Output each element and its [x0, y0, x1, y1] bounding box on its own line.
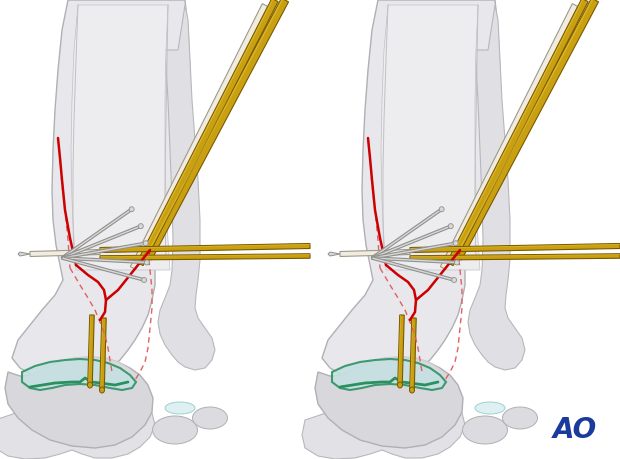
- Polygon shape: [410, 254, 620, 257]
- Ellipse shape: [397, 382, 402, 388]
- Text: AO: AO: [553, 416, 597, 444]
- Ellipse shape: [138, 224, 143, 229]
- Polygon shape: [410, 318, 413, 390]
- Ellipse shape: [454, 260, 459, 265]
- Polygon shape: [100, 244, 310, 249]
- Polygon shape: [30, 357, 135, 382]
- Ellipse shape: [448, 224, 453, 229]
- Polygon shape: [158, 5, 215, 370]
- Ellipse shape: [409, 387, 415, 393]
- Ellipse shape: [451, 278, 456, 282]
- Polygon shape: [410, 244, 620, 252]
- Ellipse shape: [475, 402, 505, 414]
- Polygon shape: [61, 257, 144, 281]
- Polygon shape: [410, 318, 416, 390]
- Polygon shape: [410, 254, 620, 260]
- Polygon shape: [100, 318, 106, 390]
- Polygon shape: [71, 5, 170, 270]
- Polygon shape: [398, 315, 404, 385]
- Polygon shape: [328, 252, 340, 256]
- Polygon shape: [371, 257, 454, 281]
- Polygon shape: [62, 242, 146, 259]
- Polygon shape: [455, 0, 593, 257]
- Polygon shape: [340, 250, 410, 257]
- Polygon shape: [381, 5, 480, 270]
- Ellipse shape: [153, 416, 198, 444]
- Polygon shape: [88, 315, 91, 385]
- Ellipse shape: [463, 416, 508, 444]
- Polygon shape: [302, 406, 465, 459]
- Polygon shape: [100, 254, 310, 260]
- Ellipse shape: [192, 407, 228, 429]
- Polygon shape: [454, 0, 598, 260]
- Polygon shape: [62, 257, 147, 264]
- Polygon shape: [100, 244, 310, 252]
- Polygon shape: [448, 0, 583, 263]
- Polygon shape: [371, 208, 442, 259]
- Polygon shape: [371, 225, 451, 259]
- Polygon shape: [5, 357, 153, 448]
- Polygon shape: [372, 242, 456, 259]
- Ellipse shape: [141, 278, 146, 282]
- Ellipse shape: [439, 207, 444, 212]
- Ellipse shape: [453, 241, 458, 246]
- Polygon shape: [12, 0, 190, 378]
- Polygon shape: [315, 357, 463, 448]
- Polygon shape: [145, 0, 283, 257]
- Polygon shape: [322, 0, 500, 378]
- Polygon shape: [100, 318, 103, 390]
- Ellipse shape: [165, 402, 195, 414]
- Polygon shape: [468, 5, 525, 370]
- Polygon shape: [130, 4, 268, 269]
- Ellipse shape: [99, 387, 105, 393]
- Polygon shape: [61, 208, 132, 259]
- Polygon shape: [137, 0, 278, 266]
- Polygon shape: [61, 225, 141, 259]
- Ellipse shape: [143, 241, 148, 246]
- Polygon shape: [440, 4, 578, 269]
- Polygon shape: [30, 250, 100, 257]
- Polygon shape: [138, 0, 273, 263]
- Polygon shape: [372, 257, 457, 264]
- Polygon shape: [18, 252, 30, 256]
- Ellipse shape: [502, 407, 538, 429]
- Polygon shape: [410, 244, 620, 249]
- Polygon shape: [100, 254, 310, 257]
- Polygon shape: [88, 315, 94, 385]
- Ellipse shape: [144, 260, 149, 265]
- Ellipse shape: [129, 207, 134, 212]
- Polygon shape: [0, 406, 155, 459]
- Polygon shape: [144, 0, 288, 260]
- Ellipse shape: [87, 382, 92, 388]
- Polygon shape: [447, 0, 588, 266]
- Polygon shape: [340, 357, 445, 382]
- Polygon shape: [398, 315, 401, 385]
- Polygon shape: [332, 359, 446, 390]
- Polygon shape: [22, 359, 136, 390]
